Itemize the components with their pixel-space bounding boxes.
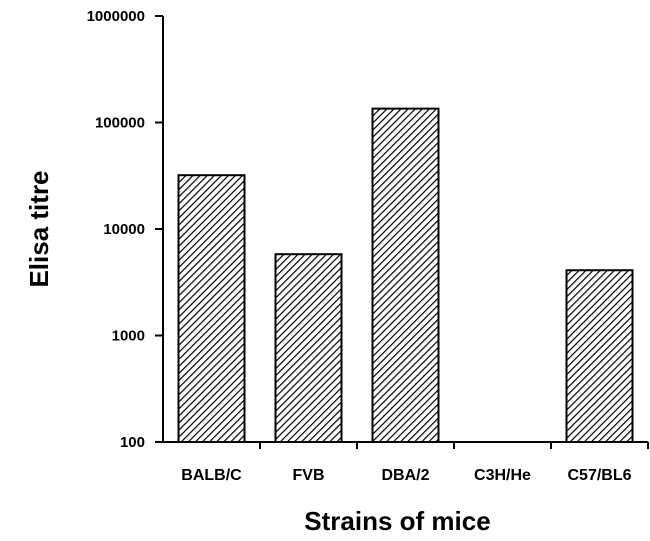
y-axis-title: Elisa titre: [24, 170, 54, 287]
x-axis-title: Strains of mice: [304, 506, 490, 536]
y-tick-label: 1000: [112, 328, 145, 345]
y-tick-label: 100: [120, 434, 145, 451]
x-tick-label: DBA/2: [381, 467, 429, 484]
y-tick-label: 1000000: [87, 8, 145, 25]
x-tick-label: C3H/He: [474, 467, 531, 484]
y-tick-label: 100000: [95, 115, 145, 132]
x-tick-label: BALB/C: [181, 467, 242, 484]
bar-c57-bl6: [565, 269, 634, 443]
x-tick-label: FVB: [293, 467, 325, 484]
bar-fvb: [274, 253, 343, 443]
y-tick-label: 10000: [103, 221, 145, 238]
bar-balb-c: [177, 174, 246, 443]
bar-dba-2: [371, 107, 440, 444]
x-tick-label: C57/BL6: [567, 467, 631, 484]
